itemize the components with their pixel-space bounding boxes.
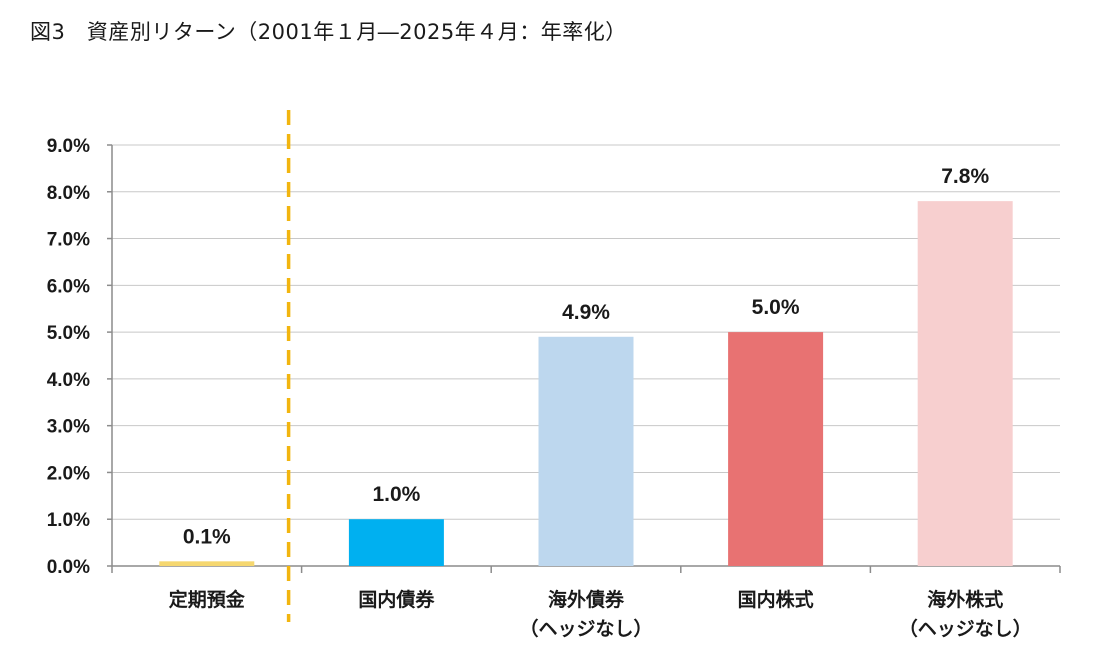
chart-title: 図3 資産別リターン（2001年１月―2025年４月：年率化） bbox=[30, 20, 627, 44]
y-tick-label: 2.0% bbox=[47, 463, 90, 484]
x-tick-label: 定期預金 bbox=[169, 588, 246, 611]
x-tick-label: 国内債券 bbox=[358, 588, 435, 611]
y-tick-label: 0.0% bbox=[47, 557, 90, 578]
y-tick-label: 4.0% bbox=[47, 370, 90, 391]
bar bbox=[728, 332, 824, 566]
data-label: 7.8% bbox=[941, 165, 989, 188]
y-tick-label: 5.0% bbox=[47, 323, 90, 344]
x-tick-label: （ヘッジなし） bbox=[899, 617, 1032, 640]
x-tick-label: 海外債券 bbox=[548, 588, 625, 611]
y-tick-label: 6.0% bbox=[47, 276, 90, 297]
y-tick-label: 8.0% bbox=[47, 183, 90, 204]
y-tick-label: 3.0% bbox=[47, 417, 90, 438]
y-tick-label: 1.0% bbox=[47, 510, 90, 531]
y-tick-label: 7.0% bbox=[47, 230, 90, 251]
bar bbox=[348, 519, 444, 566]
x-tick-label: 国内株式 bbox=[738, 588, 814, 611]
bar bbox=[917, 201, 1013, 566]
data-label: 5.0% bbox=[752, 296, 800, 319]
x-tick-label: （ヘッジなし） bbox=[519, 617, 652, 640]
x-tick-label: 海外株式 bbox=[927, 588, 1003, 611]
y-tick-label: 9.0% bbox=[47, 136, 90, 157]
bar bbox=[159, 561, 255, 566]
data-label: 1.0% bbox=[372, 483, 420, 506]
bar bbox=[538, 336, 634, 566]
data-label: 4.9% bbox=[562, 301, 610, 324]
data-label: 0.1% bbox=[183, 525, 231, 548]
